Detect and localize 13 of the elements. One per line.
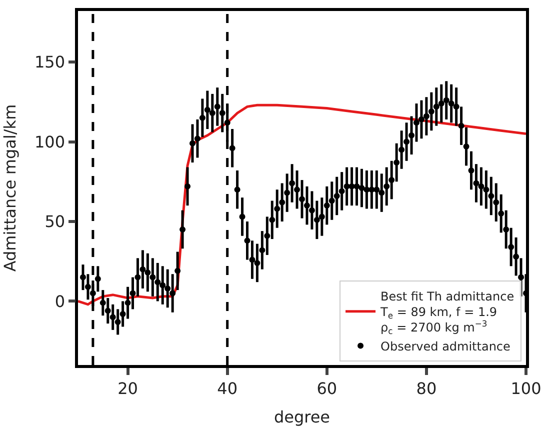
legend-label: Observed admittance — [380, 339, 510, 354]
legend-label: Best fit Th admittance T$_{e}$ = 89 km, f = 1.9 ρ$_{c}$ = 2700 kg m$^{−3}$ — [380, 289, 514, 336]
x-tick-label: 20 — [118, 378, 138, 398]
x-axis-title: degree — [274, 408, 330, 427]
y-tick-label: 150 — [34, 52, 66, 72]
x-tick-label: 60 — [316, 378, 338, 398]
y-tick-label: 50 — [44, 212, 66, 232]
x-tick-label: 100 — [510, 378, 542, 398]
y-tick-label: 0 — [54, 292, 66, 311]
x-tick-label: 80 — [416, 378, 437, 398]
y-axis-title: Admittance mgal/km — [0, 104, 20, 272]
y-tick-label: 100 — [34, 132, 66, 152]
x-tick-label: 40 — [217, 378, 238, 398]
